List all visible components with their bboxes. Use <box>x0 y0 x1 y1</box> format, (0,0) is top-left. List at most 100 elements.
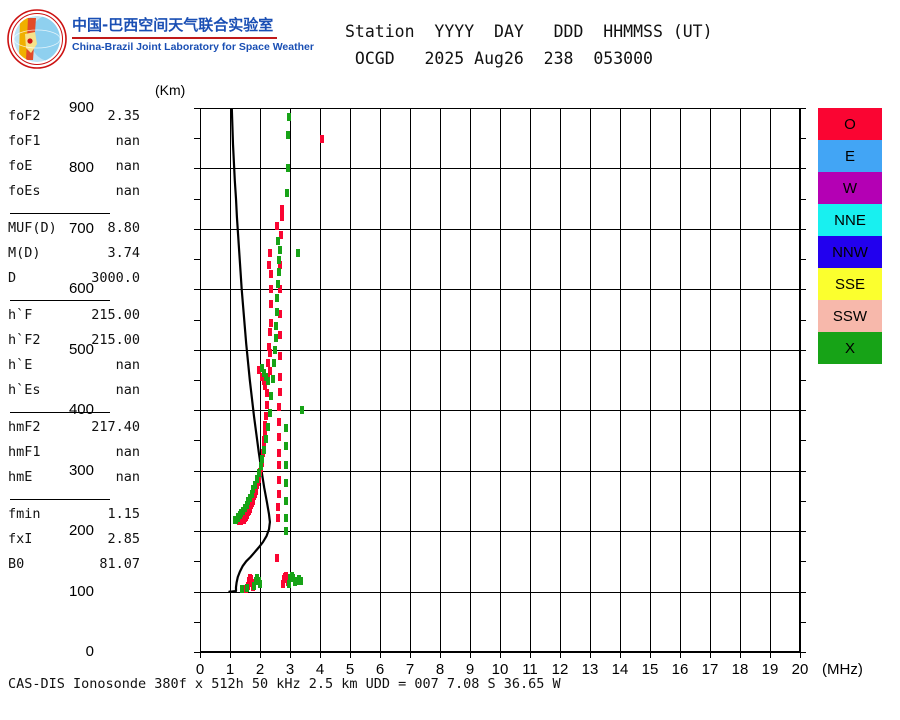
legend-item-o[interactable]: O <box>818 108 882 140</box>
parameter-value: 3000.0 <box>91 270 140 286</box>
parameter-row: foE nan <box>8 158 148 183</box>
legend-item-e[interactable]: E <box>818 140 882 172</box>
x-tick <box>470 652 471 658</box>
echo-point-x <box>260 454 265 463</box>
parameter-key: D <box>8 270 17 286</box>
gridline-vertical <box>290 108 291 652</box>
x-tick <box>530 652 531 658</box>
gridline-vertical <box>770 108 771 652</box>
header-line-1: Station YYYY DAY DDD HHMMSS (UT) <box>345 22 713 41</box>
y-tick <box>800 591 806 593</box>
parameter-value: nan <box>115 183 140 199</box>
y-tick <box>194 440 200 442</box>
gridline-horizontal <box>200 228 800 230</box>
parameter-key: foF2 <box>8 108 41 124</box>
parameter-key: B0 <box>8 556 25 572</box>
parameter-key: foF1 <box>8 133 41 149</box>
header-line-2: OCGD 2025 Aug26 238 053000 <box>345 49 653 68</box>
echo-traces <box>200 108 800 652</box>
logo-english-text: China-Brazil Joint Laboratory for Space … <box>72 41 314 53</box>
y-tick <box>194 380 200 381</box>
x-tick-label: 9 <box>465 661 475 678</box>
x-tick <box>770 652 771 658</box>
parameter-divider <box>8 407 148 419</box>
parameter-value: nan <box>115 444 140 460</box>
gridline-vertical <box>650 108 651 652</box>
echo-point-x <box>284 424 289 433</box>
x-tick <box>740 652 741 658</box>
parameter-key: MUF(D) <box>8 220 57 236</box>
echo-point-x <box>285 188 289 197</box>
y-tick-label: 100 <box>68 582 94 600</box>
echo-point-x <box>276 236 280 245</box>
y-tick <box>800 168 806 170</box>
echo-point-x <box>261 368 266 377</box>
parameter-key: hmF2 <box>8 419 41 435</box>
echo-point-x <box>262 445 267 454</box>
y-tick <box>194 138 200 140</box>
y-tick <box>800 380 806 381</box>
parameter-row: hmF2 217.40 <box>8 419 148 444</box>
gridline-vertical <box>620 108 621 652</box>
echo-point-x <box>273 333 278 342</box>
logo-chinese-text: 中国-巴西空间天气联合实验室 <box>72 16 274 34</box>
ionogram-parameter-panel: foF2 2.35 foF1 nan foE nan foEs nan MUF(D) 8.80 M(… <box>8 108 148 581</box>
parameter-key: M(D) <box>8 245 41 261</box>
parameter-row: h`F2 215.00 <box>8 332 148 357</box>
x-tick-label: 6 <box>375 661 385 678</box>
echo-point-o <box>261 377 266 386</box>
parameter-divider <box>8 208 148 220</box>
echo-point-o <box>262 429 267 438</box>
legend-item-sse[interactable]: SSE <box>818 268 882 300</box>
gridline-horizontal <box>200 168 800 170</box>
gridline-horizontal <box>200 410 800 412</box>
station-header: Station YYYY DAY DDD HHMMSS (UT) OCGD 20… <box>345 18 713 72</box>
legend-item-nnw[interactable]: NNW <box>818 236 882 268</box>
parameter-value: 217.40 <box>91 419 140 435</box>
parameter-key: h`F <box>8 307 33 323</box>
echo-point-o <box>277 403 282 412</box>
parameter-key: h`F2 <box>8 332 41 348</box>
echo-point-o <box>277 388 282 397</box>
y-tick-label: 0 <box>85 643 94 660</box>
x-tick <box>440 652 441 658</box>
parameter-value: 3.74 <box>107 245 140 261</box>
echo-point-o <box>268 348 273 357</box>
echo-point-x <box>256 469 261 478</box>
legend-item-ssw[interactable]: SSW <box>818 300 882 332</box>
y-tick <box>800 138 806 140</box>
x-tick <box>260 652 261 658</box>
echo-point-o <box>277 418 282 427</box>
x-tick-label: 15 <box>641 661 659 678</box>
x-tick <box>200 652 201 658</box>
parameter-value: 1.15 <box>107 506 140 522</box>
parameter-row: hmF1 nan <box>8 444 148 469</box>
legend-item-x[interactable]: X <box>818 332 882 364</box>
echo-point-o <box>274 554 279 563</box>
gridline-vertical <box>500 108 501 652</box>
x-tick <box>380 652 381 658</box>
echo-point-o <box>278 261 283 270</box>
echo-point-o <box>276 513 280 522</box>
y-tick <box>194 561 200 563</box>
legend-item-w[interactable]: W <box>818 172 882 204</box>
legend-item-nne[interactable]: NNE <box>818 204 882 236</box>
echo-point-x <box>259 363 264 372</box>
echo-point-o <box>276 489 281 498</box>
y-tick <box>800 228 806 230</box>
echo-point-o <box>276 475 281 484</box>
y-tick <box>194 108 200 109</box>
gridline-vertical <box>440 108 441 652</box>
echo-point-x <box>274 308 279 317</box>
y-tick <box>194 228 200 230</box>
echo-point-o <box>263 421 268 430</box>
y-axis-unit-label: (Km) <box>155 82 186 98</box>
y-tick <box>194 621 200 623</box>
echo-point-o <box>276 448 281 457</box>
parameter-value: 215.00 <box>91 332 140 348</box>
gridline-vertical <box>230 108 231 652</box>
y-tick <box>800 289 806 291</box>
gridline-horizontal <box>200 531 800 533</box>
gridline-horizontal <box>200 349 800 351</box>
echo-point-o <box>281 580 286 589</box>
